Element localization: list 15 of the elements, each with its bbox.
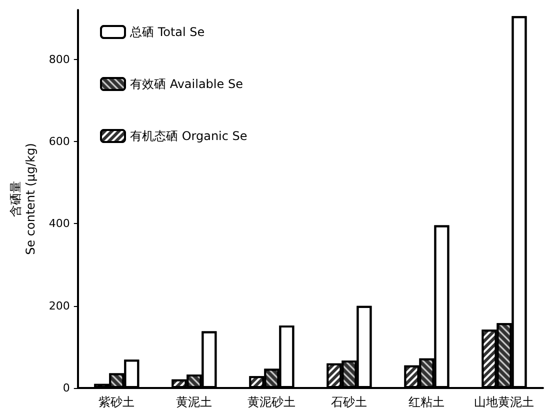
legend-label: 有机态硒 Organic Se (130, 129, 248, 143)
x-tick-label: 黄泥砂土 (248, 395, 296, 409)
x-tick-label: 石砂土 (331, 395, 368, 409)
x-tick-label: 山地黄泥土 (474, 395, 534, 409)
legend-label: 有效硒 Available Se (130, 77, 243, 91)
legend-label: 总硒 Total Se (129, 25, 205, 39)
y-tick-label: 800 (48, 52, 70, 66)
y-tick-label: 200 (48, 299, 70, 312)
x-tick-label: 红粘土 (408, 395, 445, 409)
y-tick-label: 0 (62, 382, 70, 394)
y-tick-label: 600 (48, 134, 70, 148)
y-tick-label: 400 (48, 217, 70, 230)
x-tick-label: 紫砂土 (98, 395, 135, 409)
x-tick-label: 黄泥土 (176, 395, 212, 409)
y-axis-title: 含硒量 Se content (μg/kg) (8, 143, 38, 255)
